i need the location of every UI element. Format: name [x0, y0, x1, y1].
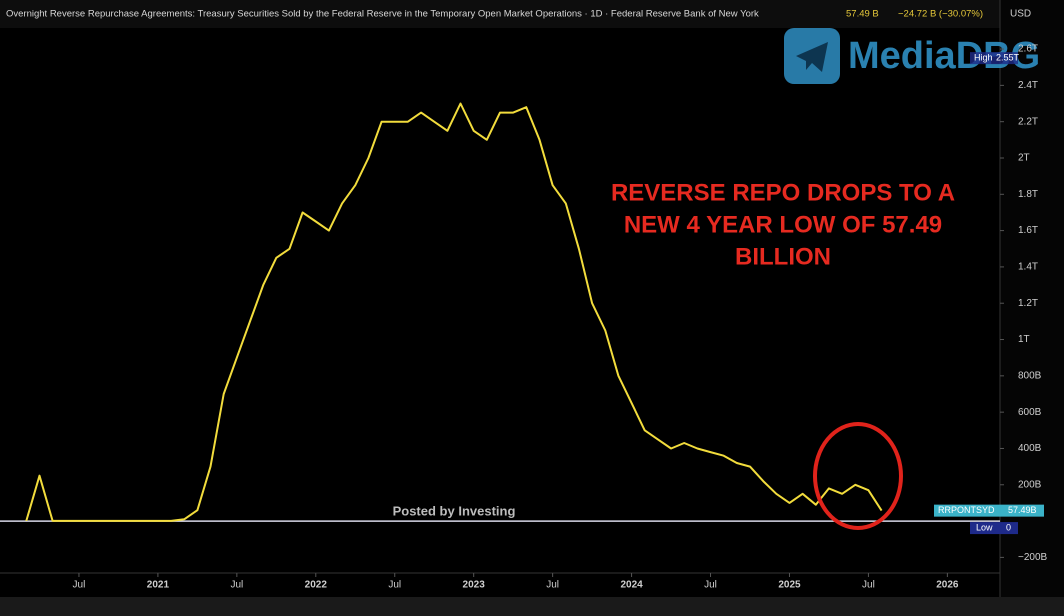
x-tick-label: Jul — [73, 580, 86, 591]
low-label: Low — [976, 522, 993, 532]
series-name: RRPONTSYD — [938, 505, 995, 515]
highlight-circle — [813, 422, 903, 530]
last-price: 57.49 B — [846, 9, 879, 20]
last-value-label: 57.49B — [1008, 505, 1037, 515]
x-tick-label: Jul — [862, 580, 875, 591]
y-tick-label: 2.2T — [1018, 116, 1038, 127]
y-tick-label: 2.6T — [1018, 44, 1038, 55]
y-tick-label: 1.8T — [1018, 189, 1038, 200]
price-axis — [1000, 0, 1064, 597]
data-line — [25, 102, 883, 522]
x-tick-label: Jul — [230, 580, 243, 591]
y-tick-label: 1T — [1018, 334, 1030, 345]
low-value: 0 — [1006, 522, 1011, 532]
y-tick-label: 2T — [1018, 153, 1030, 164]
y-tick-label: −200B — [1018, 552, 1048, 563]
last-value-box — [934, 504, 1044, 517]
y-tick-label: 1.2T — [1018, 298, 1038, 309]
credit: Posted by Investing — [393, 503, 516, 518]
x-tick-label: 2025 — [778, 580, 801, 591]
y-tick-label: 2.4T — [1018, 80, 1038, 91]
y-tick-label: 400B — [1018, 443, 1042, 454]
watermark-plane — [796, 42, 828, 72]
low-box — [970, 522, 1018, 535]
annotation-line: BILLION — [735, 243, 831, 270]
x-tick-label: 2021 — [147, 580, 170, 591]
x-tick-label: 2023 — [463, 580, 486, 591]
x-tick-label: Jul — [388, 580, 401, 591]
high-box — [970, 52, 1018, 65]
high-value: 2.55T — [996, 53, 1020, 63]
x-tick-label: 2026 — [936, 580, 959, 591]
y-tick-label: 800B — [1018, 370, 1042, 381]
price-change: −24.72 B (−30.07%) — [898, 9, 983, 20]
header-bar — [0, 0, 1000, 28]
y-tick-label: 1.4T — [1018, 262, 1038, 273]
y-tick-label: 200B — [1018, 479, 1042, 490]
y-tick-label: 1.6T — [1018, 225, 1038, 236]
annotation-line: REVERSE REPO DROPS TO A — [611, 179, 955, 206]
annotation: REVERSE REPO DROPS TO A NEW 4 YEAR LOW O… — [611, 179, 955, 270]
footer-bar — [0, 597, 1064, 616]
x-tick-label: 2022 — [305, 580, 328, 591]
y-tick-label: 600B — [1018, 407, 1042, 418]
currency: USD — [1010, 9, 1031, 20]
x-tick-label: Jul — [546, 580, 559, 591]
x-tick-label: 2024 — [620, 580, 643, 591]
x-tick-label: Jul — [704, 580, 717, 591]
chart-title: Overnight Reverse Repurchase Agreements:… — [6, 9, 759, 20]
high-label: High — [974, 53, 993, 63]
annotation-line: NEW 4 YEAR LOW OF 57.49 — [624, 211, 942, 238]
